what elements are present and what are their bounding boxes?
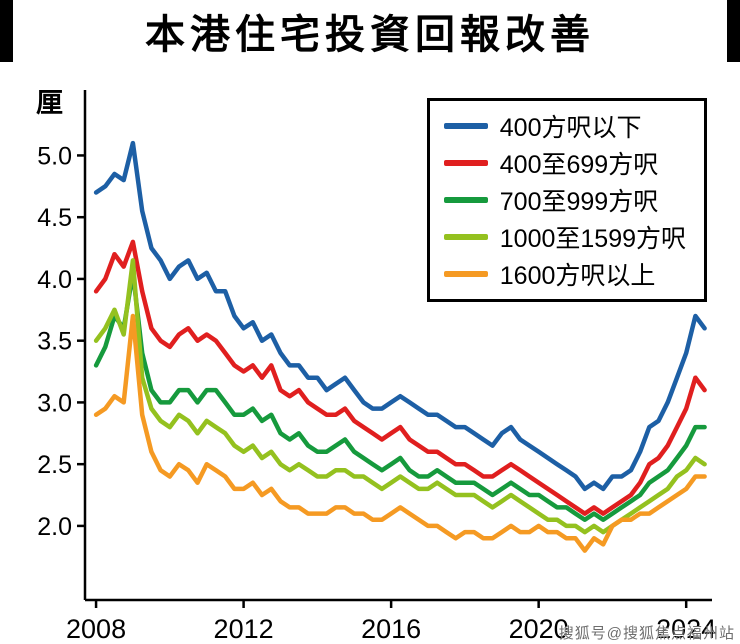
legend-item-0: 400方呎以下 <box>443 111 686 142</box>
y-tick-label: 4.5 <box>37 204 72 232</box>
legend-swatch-icon <box>443 197 488 203</box>
y-tick-label: 2.0 <box>37 513 72 541</box>
legend-label: 1000至1599方呎 <box>499 225 686 253</box>
legend-label: 1600方呎以上 <box>499 262 656 290</box>
y-tick-label: 5.0 <box>37 142 72 170</box>
y-tick-label: 3.5 <box>37 328 72 356</box>
legend-swatch-icon <box>443 234 488 240</box>
x-tick-label: 2012 <box>214 614 274 644</box>
title-banner: 本港住宅投資回報改善 <box>0 0 740 62</box>
y-tick-label: 3.0 <box>37 389 72 417</box>
chart-legend: 400方呎以下 400至699方呎 700至999方呎 1000至1599方呎 1600… <box>426 98 707 302</box>
x-tick-label: 2024 <box>656 614 716 644</box>
legend-swatch-icon <box>443 160 488 166</box>
legend-label: 700至999方呎 <box>499 188 659 216</box>
title-box: 本港住宅投資回報改善 <box>13 0 727 62</box>
legend-label: 400方呎以下 <box>499 114 642 142</box>
legend-item-4: 1600方呎以上 <box>443 259 686 290</box>
series-line-3 <box>93 258 707 535</box>
legend-item-1: 400至699方呎 <box>443 148 686 179</box>
page-title: 本港住宅投資回報改善 <box>145 13 595 57</box>
y-tick-label: 4.0 <box>37 266 72 294</box>
y-axis-unit-label: 厘 <box>36 88 63 118</box>
x-tick-label: 2020 <box>509 614 569 644</box>
series-line-1 <box>93 239 707 516</box>
series-line-2 <box>93 270 707 522</box>
banner-left-bar <box>0 0 13 62</box>
legend-label: 400至699方呎 <box>499 151 659 179</box>
watermark-text: 搜狐号@搜狐焦点福州站 <box>558 625 735 642</box>
series-line-0 <box>93 140 707 492</box>
legend-swatch-icon <box>443 123 488 129</box>
series-line-4 <box>93 313 707 553</box>
x-tick-label: 2016 <box>361 614 421 644</box>
legend-item-3: 1000至1599方呎 <box>443 222 686 253</box>
chart-svg: 厘 2.0 2.5 3.0 3.5 4.0 4.5 5.0 2008 2012 2016 2020 20… <box>36 88 716 644</box>
banner-right-bar <box>727 0 740 62</box>
x-tick-label: 2008 <box>66 614 126 644</box>
chart-area: 厘 2.0 2.5 3.0 3.5 4.0 4.5 5.0 2008 2012 2016 2020 20… <box>0 62 740 644</box>
legend-swatch-icon <box>443 271 488 277</box>
legend-item-2: 700至999方呎 <box>443 185 686 216</box>
y-tick-label: 2.5 <box>37 451 72 479</box>
